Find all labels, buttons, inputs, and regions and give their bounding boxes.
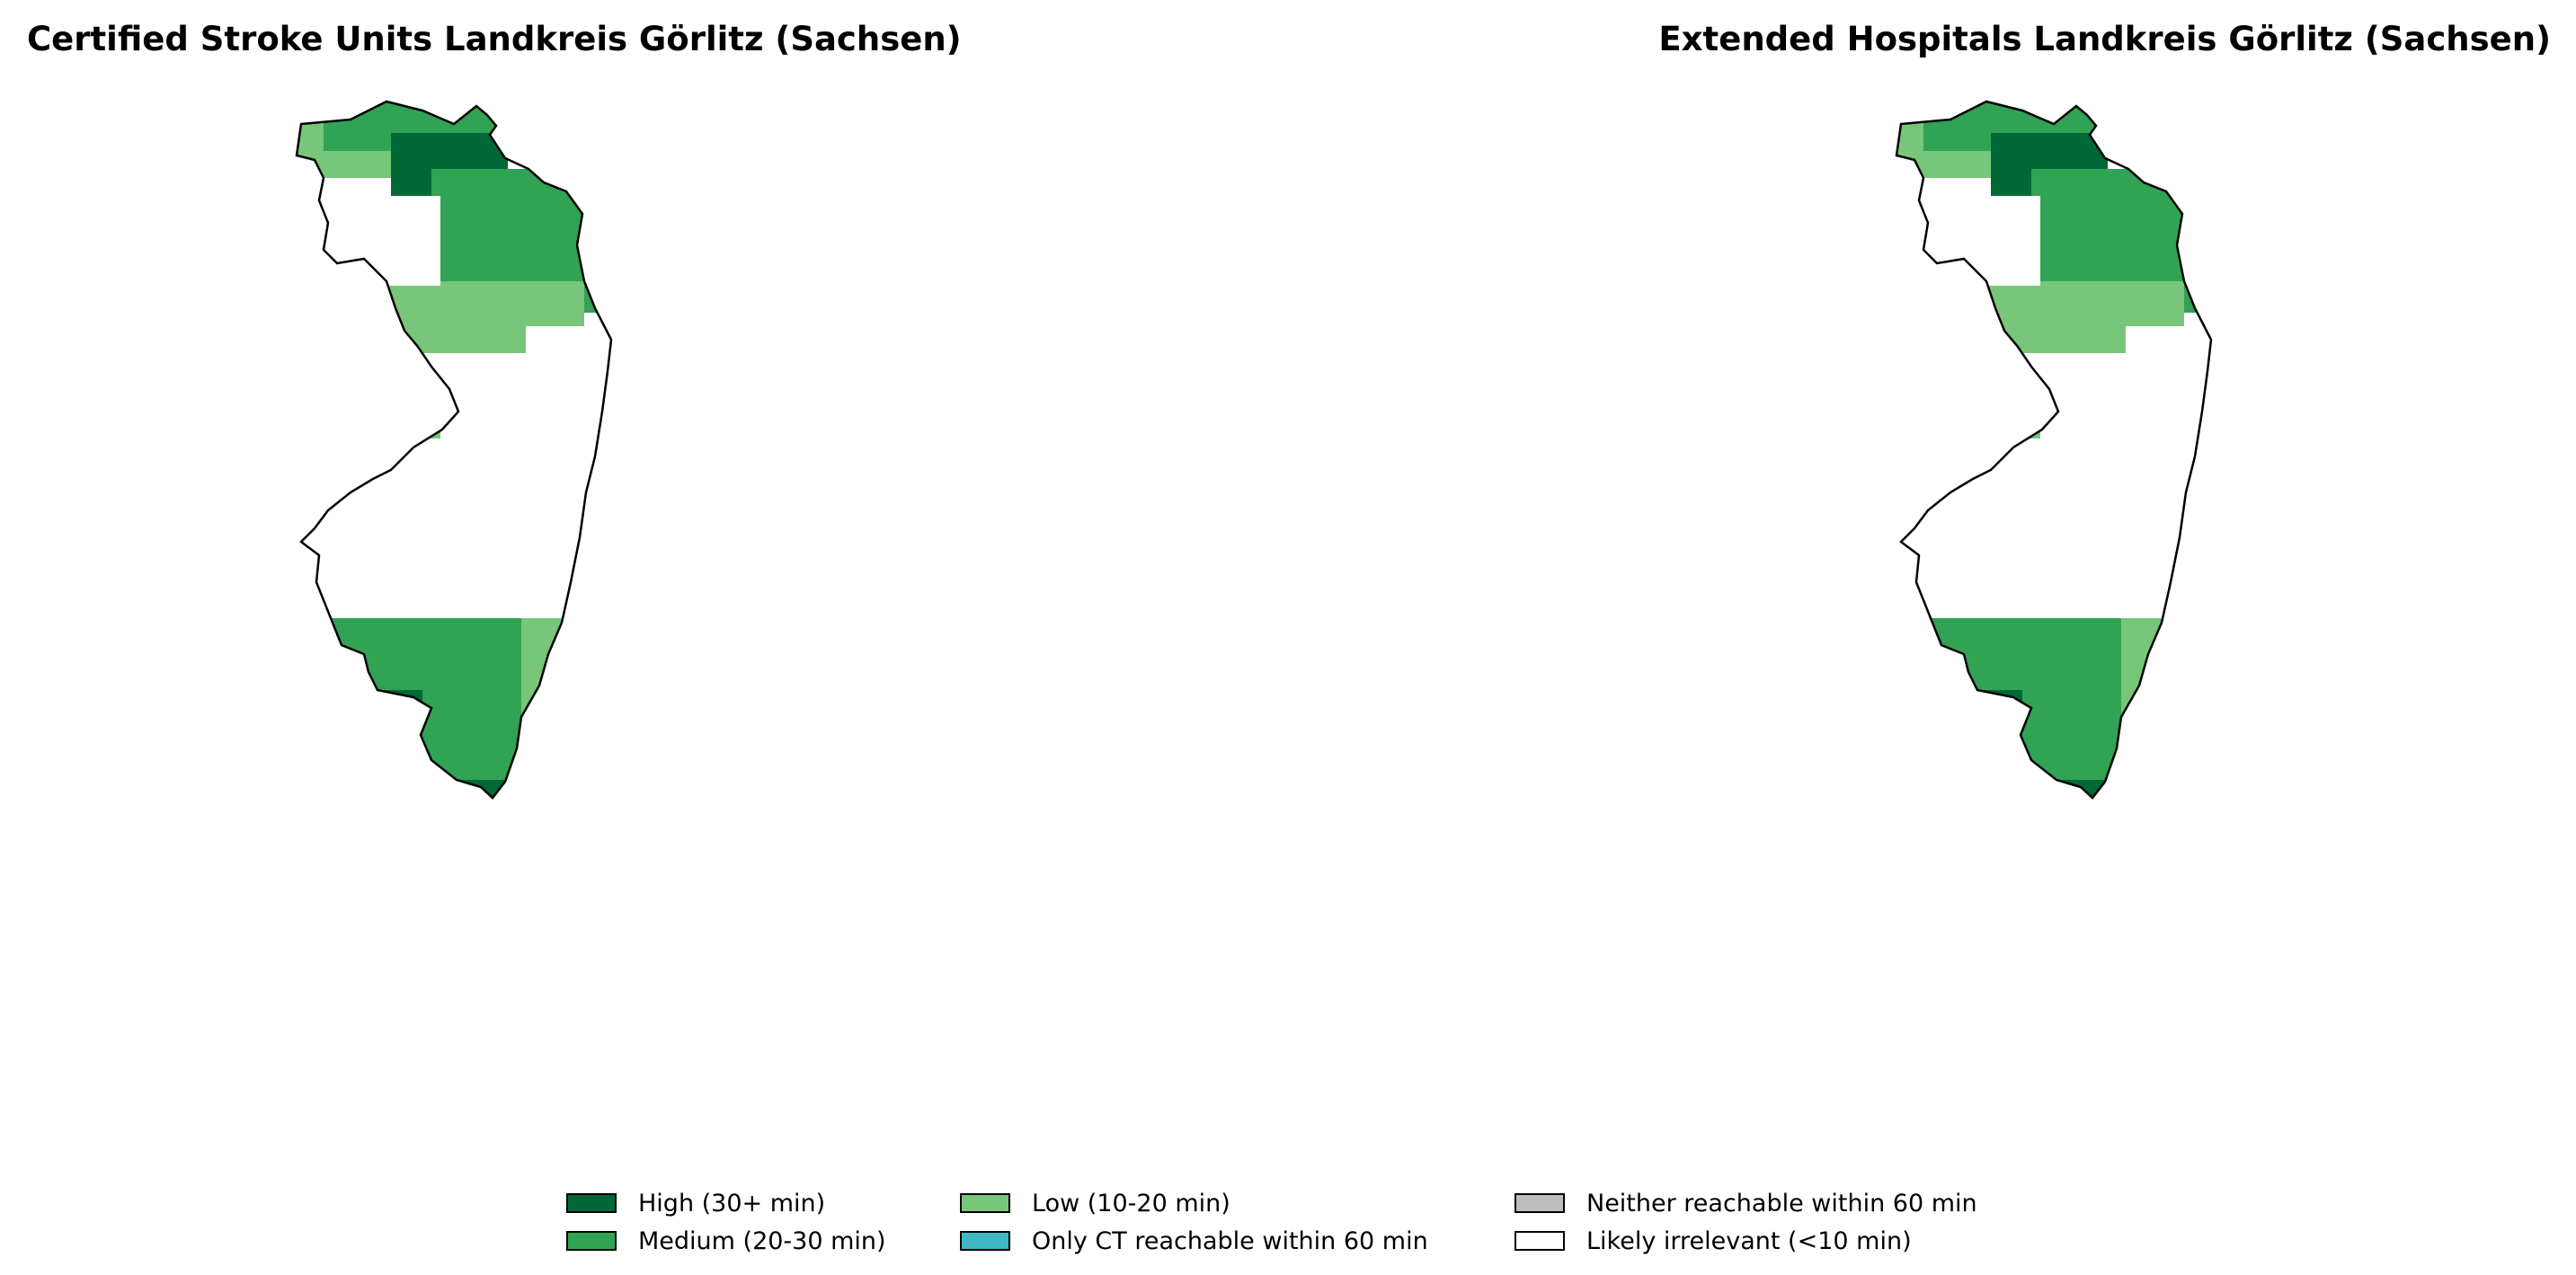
map-area-high [1950, 780, 2157, 798]
map-area-neither [1905, 735, 1931, 755]
map-legend: High (30+ min) Medium (20-30 min) Low (1… [566, 1184, 2094, 1256]
map-area-high [315, 690, 422, 798]
map-area-neither [2063, 946, 2079, 971]
map-area-medium [1896, 618, 2121, 798]
map-area-low [328, 299, 526, 353]
legend-label-irrelevant: Likely irrelevant (<10 min) [1586, 1226, 1912, 1255]
legend-label-low: Low (10-20 min) [1032, 1189, 1230, 1217]
map-area-high [1914, 690, 2022, 798]
legend-swatch-high [566, 1193, 617, 1213]
legend-swatch-irrelevant [1515, 1231, 1565, 1251]
map-area-neither [463, 946, 479, 971]
legend-item-high: High (30+ min) [566, 1184, 886, 1222]
legend-item-low: Low (10-20 min) [960, 1184, 1428, 1222]
legend-label-medium: Medium (20-30 min) [638, 1226, 886, 1255]
legend-swatch-medium [566, 1231, 617, 1251]
extended-hospitals-map [1895, 100, 2382, 1014]
legend-item-irrelevant: Likely irrelevant (<10 min) [1515, 1222, 1977, 1260]
map-area-neither [306, 735, 331, 755]
map-area-low [1928, 299, 2126, 353]
district-boundary [295, 100, 613, 800]
right-map-title: Extended Hospitals Landkreis Görlitz (Sa… [1658, 20, 2551, 58]
legend-label-high: High (30+ min) [638, 1189, 826, 1217]
legend-item-ct: Only CT reachable within 60 min [960, 1222, 1428, 1260]
legend-swatch-ct [960, 1231, 1010, 1251]
map-area-irrelevant [1923, 196, 2040, 286]
left-map-title: Certified Stroke Units Landkreis Görlitz… [27, 20, 962, 58]
map-area-high [2094, 852, 2148, 933]
map-area-high [494, 852, 548, 933]
map-area-ct [2031, 852, 2148, 1032]
map-area-irrelevant [324, 196, 440, 286]
legend-swatch-low [960, 1193, 1010, 1213]
map-area-high [351, 780, 557, 798]
map-area-medium [297, 618, 521, 798]
legend-label-ct: Only CT reachable within 60 min [1032, 1226, 1428, 1255]
district-boundary [1895, 100, 2213, 800]
map-area-ct [431, 852, 548, 1032]
legend-label-neither: Neither reachable within 60 min [1586, 1189, 1977, 1217]
legend-item-medium: Medium (20-30 min) [566, 1222, 886, 1260]
legend-item-neither: Neither reachable within 60 min [1515, 1184, 1977, 1222]
stroke-units-map [295, 100, 782, 1014]
legend-swatch-neither [1515, 1193, 1565, 1213]
